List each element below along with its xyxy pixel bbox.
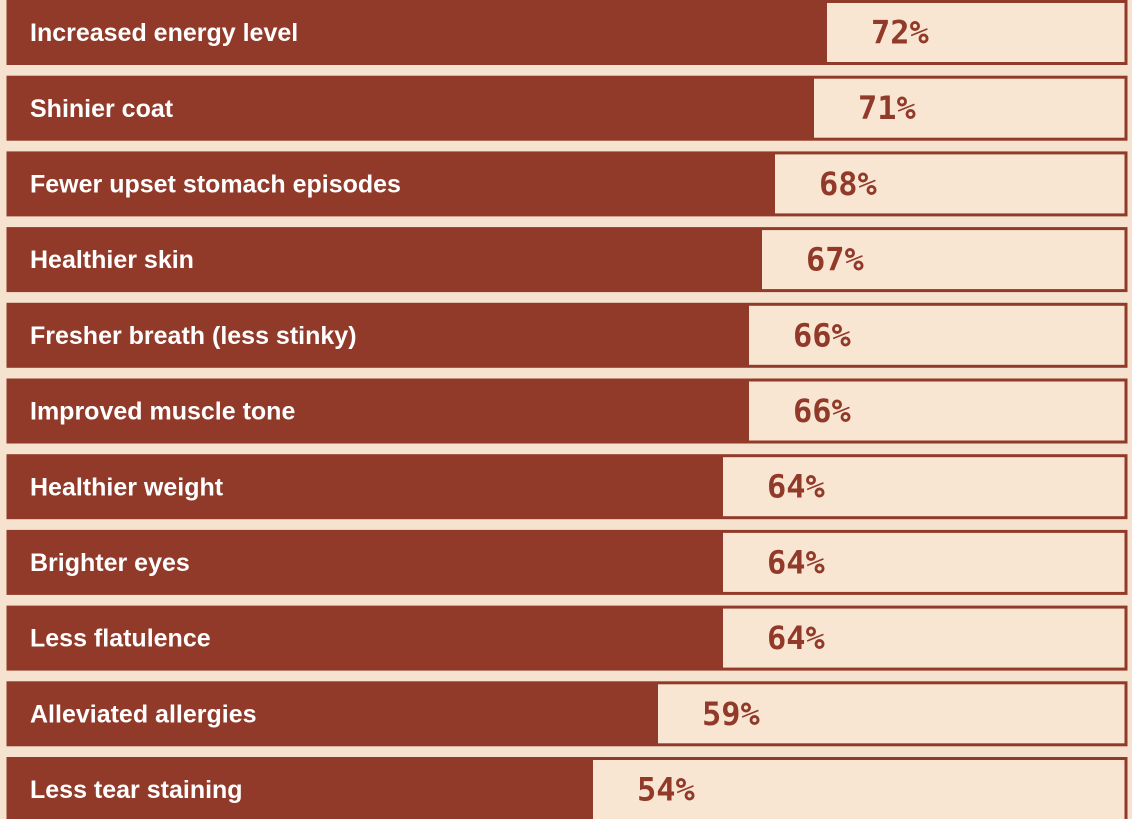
category-label: Shinier coat [30,95,174,123]
value-label: 64% [767,619,826,657]
bar [8,77,814,140]
value-label: 59% [702,695,761,733]
category-label: Healthier skin [30,246,194,274]
category-label: Healthier weight [30,473,224,501]
bar [8,682,658,745]
bar [8,758,593,819]
category-label: Increased energy level [30,19,298,47]
category-label: Fresher breath (less stinky) [30,322,357,350]
bar [8,228,762,291]
category-label: Fewer upset stomach episodes [30,171,401,199]
bar [8,455,723,518]
category-label: Alleviated allergies [30,700,257,728]
value-label: 66% [793,316,852,354]
category-label: Brighter eyes [30,549,190,577]
value-label: 67% [806,241,865,279]
value-label: 66% [793,392,852,430]
value-label: 64% [767,543,826,581]
bar [8,531,723,594]
category-label: Less tear staining [30,776,243,804]
value-label: 72% [871,14,930,52]
value-label: 64% [767,468,826,506]
bar [8,152,775,215]
value-label: 68% [819,165,878,203]
value-label: 54% [637,771,696,809]
bar [8,1,827,64]
bar [8,380,749,442]
value-label: 71% [858,89,917,127]
bar [8,304,749,367]
category-label: Improved muscle tone [30,398,295,426]
category-label: Less flatulence [30,625,211,653]
bar [8,607,723,670]
